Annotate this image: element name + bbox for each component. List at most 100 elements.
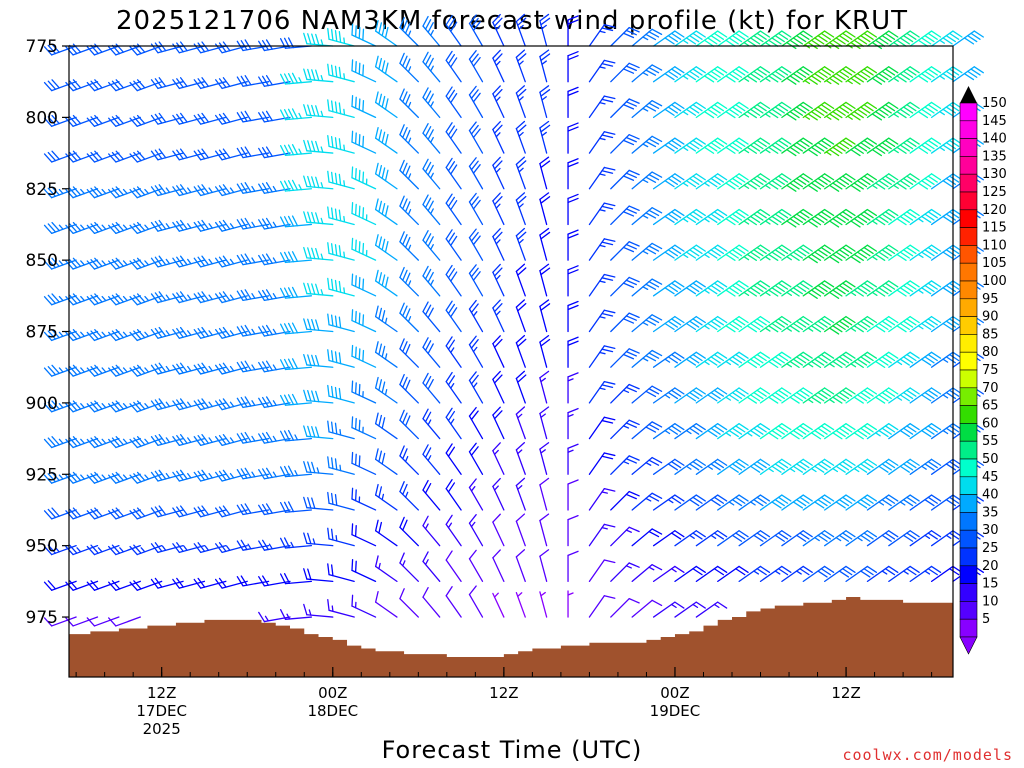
colorbar-swatch — [959, 316, 978, 335]
wind-barb — [303, 211, 334, 226]
wind-barb — [866, 423, 899, 440]
wind-barb — [492, 228, 505, 261]
wind-barb — [588, 559, 616, 583]
wind-barb — [215, 469, 248, 482]
wind-barb — [468, 371, 484, 404]
wind-barb — [588, 452, 616, 475]
wind-barb — [866, 315, 899, 333]
wind-barb — [445, 264, 462, 297]
wind-barb — [351, 344, 377, 368]
wind-barb — [279, 108, 313, 121]
wind-barb — [652, 387, 685, 404]
wind-barb — [150, 326, 184, 339]
wind-barb — [888, 280, 920, 297]
wind-barb — [866, 66, 899, 85]
wind-barb — [215, 112, 248, 125]
wind-barb — [909, 137, 942, 154]
wind-barb — [351, 309, 377, 333]
wind-barb — [258, 431, 291, 444]
wind-barb — [258, 182, 291, 194]
wind-barb — [845, 351, 878, 369]
wind-barb — [193, 398, 227, 411]
wind-barb — [888, 351, 920, 368]
wind-barb — [845, 315, 878, 333]
wind-barb — [327, 134, 355, 154]
wind-barb — [909, 458, 942, 475]
wind-barb — [802, 565, 835, 583]
wind-barb — [588, 416, 616, 440]
wind-barb — [610, 62, 640, 83]
wind-barb — [610, 134, 640, 154]
wind-barb — [492, 335, 505, 368]
wind-barb — [327, 527, 355, 547]
wind-barb — [674, 494, 706, 511]
wind-barb — [422, 230, 441, 261]
wind-barb — [567, 515, 579, 547]
wind-barb — [866, 173, 899, 190]
wind-barb — [652, 601, 685, 618]
wind-barb — [108, 150, 141, 163]
wind-barb — [738, 387, 771, 404]
x-axis-label: Forecast Time (UTC) — [382, 736, 643, 764]
wind-barb — [539, 477, 550, 511]
wind-barb — [236, 324, 270, 337]
wind-barb — [468, 157, 484, 190]
x-tick-label: 12Z — [831, 684, 860, 702]
wind-barb — [802, 494, 835, 511]
wind-barb — [588, 166, 616, 190]
colorbar-label: 145 — [982, 114, 1007, 129]
wind-barb — [193, 291, 227, 304]
colorbar-swatch — [959, 565, 978, 584]
wind-barb — [674, 423, 706, 440]
wind-barb — [631, 492, 663, 511]
wind-barb — [515, 13, 527, 47]
wind-barb — [674, 173, 706, 190]
wind-barb — [866, 101, 899, 121]
wind-barb — [327, 349, 355, 368]
wind-barb — [888, 387, 920, 404]
wind-barb — [717, 66, 749, 83]
wind-barb — [909, 66, 942, 83]
wind-barb — [150, 219, 184, 232]
wind-barb — [172, 255, 206, 268]
colorbar-label: 75 — [982, 363, 999, 378]
wind-barb — [399, 516, 419, 547]
wind-barb — [327, 170, 355, 190]
wind-barb — [374, 19, 398, 47]
wind-barb — [150, 362, 184, 375]
wind-barb — [399, 409, 419, 440]
wind-barb — [236, 217, 270, 230]
wind-barb — [888, 458, 920, 475]
wind-barb — [172, 542, 206, 554]
wind-barb — [674, 458, 706, 475]
wind-barb — [781, 280, 813, 297]
wind-barb — [845, 494, 878, 511]
wind-barb — [468, 264, 484, 297]
y-tick-label: 775 — [26, 37, 58, 57]
wind-barb — [150, 577, 184, 589]
wind-barb — [567, 86, 579, 119]
wind-barb — [588, 380, 616, 404]
wind-barb — [674, 565, 706, 583]
wind-barb — [129, 257, 163, 270]
wind-barb — [781, 458, 813, 475]
wind-barb — [567, 372, 579, 404]
wind-barb — [759, 351, 792, 369]
wind-barb — [738, 66, 771, 83]
wind-barb — [824, 530, 856, 547]
wind-barb — [492, 299, 505, 333]
y-axis: 775 800 825 850 875 900 925 950 975 — [26, 37, 69, 628]
wind-barb — [445, 514, 462, 547]
wind-barb — [468, 14, 484, 47]
wind-barb — [610, 419, 640, 440]
wind-barb — [866, 494, 899, 511]
wind-barb — [492, 549, 505, 583]
wind-barb — [468, 549, 484, 583]
wind-barb — [374, 91, 398, 119]
wind-barb — [845, 458, 878, 475]
wind-barb — [824, 387, 856, 404]
wind-barb — [567, 550, 579, 583]
wind-barb — [717, 351, 749, 368]
wind-barb — [802, 173, 835, 192]
wind-barb — [468, 442, 484, 475]
